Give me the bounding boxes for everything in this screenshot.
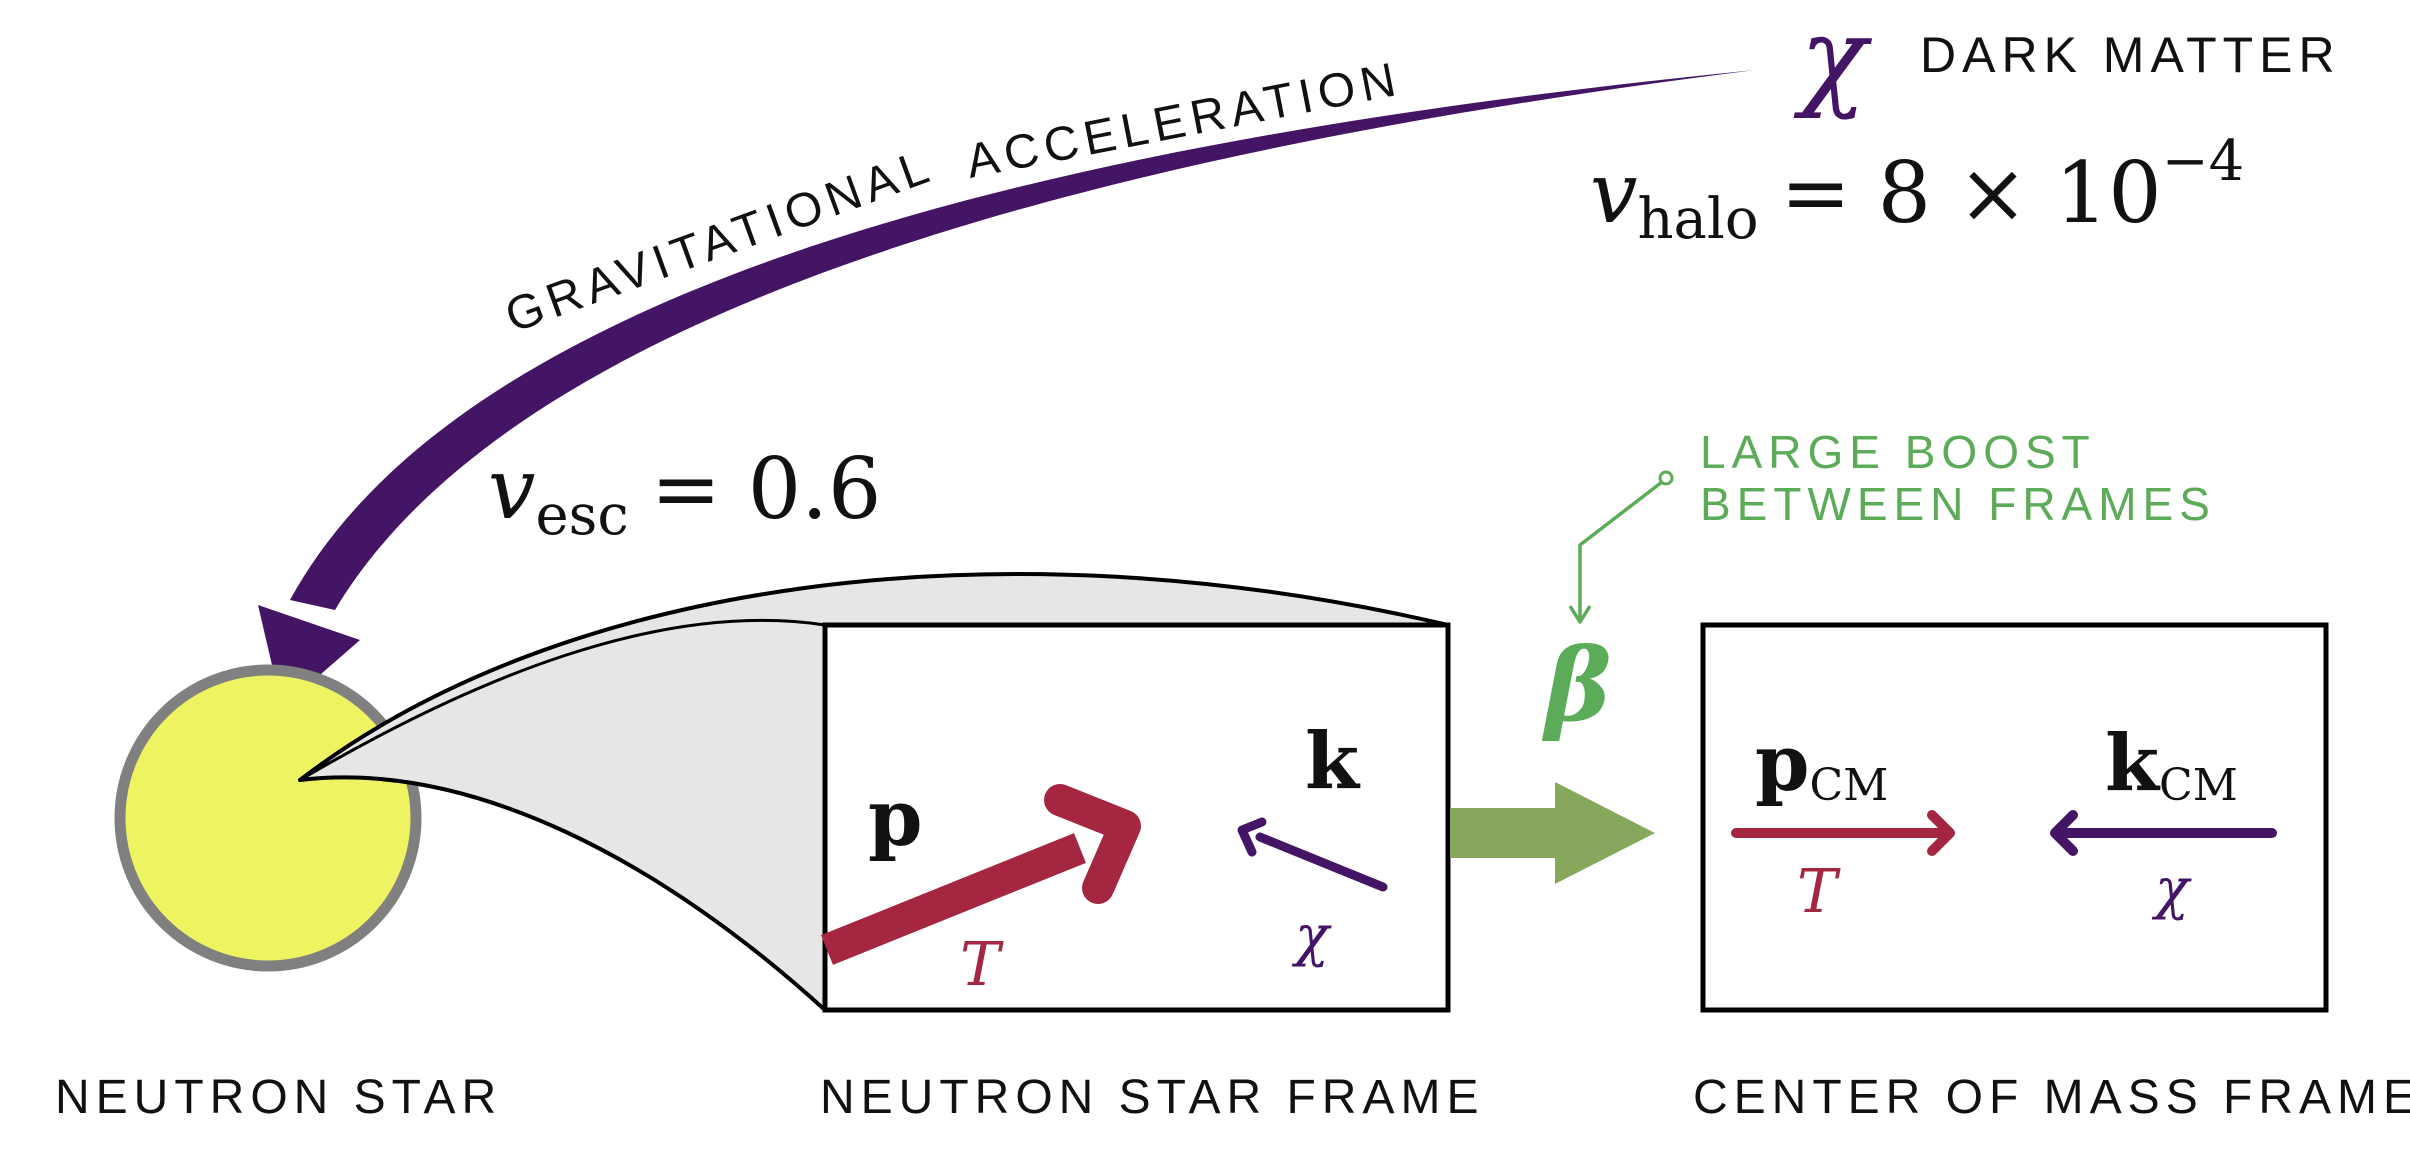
boost-pointer-arrowhead [1568, 605, 1592, 624]
cm-frame-contents: pCM T kCM χ [1731, 718, 2277, 927]
boost-label-line1: LARGE BOOST [1700, 426, 2096, 478]
dark-matter-label: DARK MATTER [1920, 27, 2341, 83]
boost-pointer-line [1578, 480, 1664, 620]
ns-p-label: p [868, 773, 923, 864]
gravity-label: GRAVITATIONAL ACCELERATION [499, 52, 1406, 343]
zoom-cone-inner-edge [299, 618, 826, 782]
dark-matter-chi-symbol: χ [1793, 0, 1873, 121]
boost-label-line2: BETWEEN FRAMES [1700, 478, 2216, 530]
ns-frame-contents: p T k χ [821, 716, 1388, 1000]
zoom-cone [298, 572, 1450, 1012]
ns-chi-label: χ [1291, 904, 1332, 969]
ns-k-arrow-head [1237, 817, 1267, 857]
v-halo-equation: vhalo = 8 × 10−4 [1590, 129, 2244, 252]
cm-p-arrow-head [1927, 810, 1955, 856]
caption-neutron-star: NEUTRON STAR [55, 1071, 502, 1124]
caption-cm-frame: CENTER OF MASS FRAME [1693, 1071, 2410, 1124]
cm-k-arrow-head [2050, 810, 2078, 856]
v-esc-var: v [488, 440, 535, 538]
cm-k-var: k [2105, 718, 2161, 809]
neutron-star [114, 664, 422, 972]
ns-k-label: k [1305, 716, 1361, 807]
boost-annotation: LARGE BOOST BETWEEN FRAMES β [1541, 426, 2216, 744]
cm-chi-label: χ [2151, 857, 2192, 922]
v-esc-equation: vesc = 0.6 [488, 440, 881, 548]
captions: NEUTRON STAR NEUTRON STAR FRAME CENTER O… [55, 1071, 2410, 1124]
cm-frame-box [1700, 622, 2329, 1013]
ns-k-arrow-shaft [1255, 832, 1388, 892]
cm-k-sub: CM [2159, 760, 2238, 811]
boost-arrow [1450, 782, 1655, 884]
dark-matter-header: χ DARK MATTER vhalo = 8 × 10−4 [1590, 0, 2341, 252]
cm-p-var: p [1755, 718, 1810, 809]
cm-k-label: kCM [2105, 718, 2238, 811]
cm-T-label: T [1797, 857, 1841, 927]
ns-p-arrow-head [1044, 784, 1141, 904]
v-halo-exp: −4 [2162, 129, 2245, 194]
beta-symbol: β [1541, 626, 1611, 744]
cm-p-sub: CM [1810, 760, 1889, 811]
v-halo-var: v [1590, 144, 1637, 242]
v-halo-rhs: = 8 × 10 [1781, 144, 2162, 242]
v-esc-rhs: = 0.6 [651, 440, 882, 538]
ns-T-label: T [960, 930, 1004, 1000]
ns-p-arrow-shaft [821, 833, 1086, 965]
v-halo-sub: halo [1637, 187, 1758, 252]
v-esc-sub: esc [535, 483, 628, 548]
cm-p-label: pCM [1755, 718, 1888, 811]
caption-ns-frame: NEUTRON STAR FRAME [820, 1071, 1484, 1124]
boost-pointer-dot [1658, 470, 1674, 486]
gravity-label-part2: ACCELERATION [962, 52, 1406, 188]
